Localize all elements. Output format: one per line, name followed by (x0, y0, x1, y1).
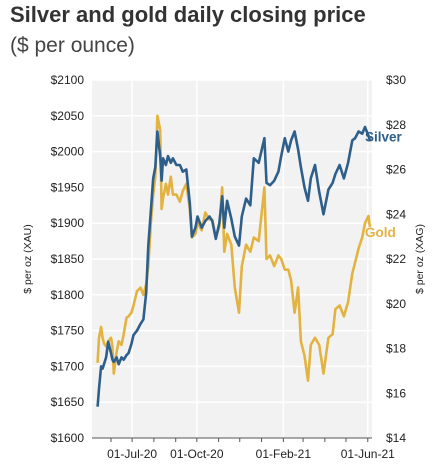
y-tick-label-right: $20 (386, 297, 406, 311)
x-tick-label: 01-Jun-21 (341, 447, 395, 461)
y-tick-label-left: $1800 (51, 288, 85, 302)
series-label-gold: Gold (365, 225, 396, 240)
y-tick-label-right: $22 (386, 252, 406, 266)
y-tick-label-right: $24 (386, 207, 406, 221)
y-tick-label-right: $30 (386, 73, 406, 87)
y-axis-label-left: $ per oz (XAU) (22, 224, 34, 293)
series-label-silver: Silver (365, 129, 403, 144)
y-tick-label-left: $1950 (51, 180, 85, 194)
y-axis-label-right: $ per oz (XAG) (414, 224, 426, 294)
y-tick-label-left: $1600 (51, 431, 85, 445)
y-tick-label-left: $2100 (51, 73, 85, 87)
y-tick-label-left: $1850 (51, 252, 85, 266)
y-tick-label-left: $1700 (51, 359, 85, 373)
y-tick-label-right: $26 (386, 163, 406, 177)
series-group (96, 114, 372, 407)
y-tick-label-left: $1750 (51, 324, 85, 338)
chart-subtitle: ($ per ounce) (10, 34, 135, 57)
y-tick-label-right: $28 (386, 118, 406, 132)
y-tick-label-right: $18 (386, 342, 406, 356)
chart-title: Silver and gold daily closing price (10, 2, 366, 27)
y-tick-label-left: $2000 (51, 145, 85, 159)
axes (92, 437, 372, 442)
y-tick-label-right: $14 (386, 431, 406, 445)
x-tick-label: 01-Oct-20 (170, 447, 224, 461)
y-tick-label-right: $16 (386, 386, 406, 400)
y-tick-label-left: $1900 (51, 216, 85, 230)
x-tick-label: 01-Jul-20 (107, 447, 157, 461)
y-tick-label-left: $1650 (51, 395, 85, 409)
x-tick-label: 01-Feb-21 (256, 447, 312, 461)
series-line-silver (96, 125, 372, 407)
y-tick-label-left: $2050 (51, 109, 85, 123)
tick-labels: $2100 $2050 $2000 $1950 $1900 $1850 $1800 $1750… (51, 73, 407, 461)
